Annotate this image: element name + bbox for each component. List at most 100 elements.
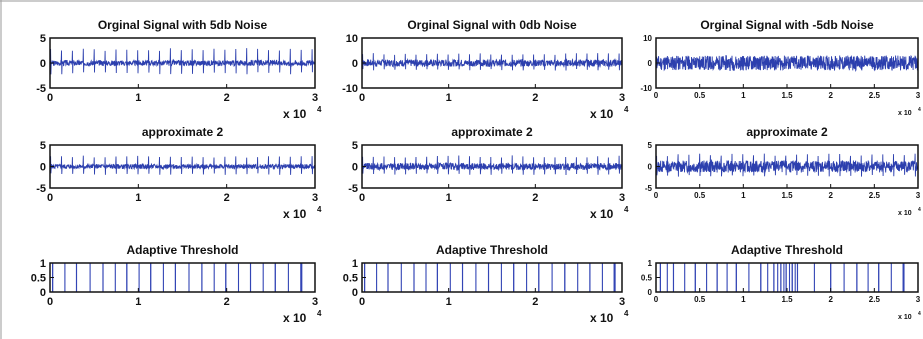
signal-line [49, 48, 316, 75]
y-tick-label: 0 [352, 287, 358, 299]
subplot-9: Adaptive Threshold 1 0.5 00 0.5 1 1.5 2 2.5 3 x 10… [641, 243, 921, 321]
x-multiplier-exponent: 4 [918, 207, 921, 213]
y-tick-label: -10 [342, 83, 358, 95]
x-tick-label: 2 [532, 192, 538, 204]
x-multiplier: x 10 [898, 314, 912, 321]
y-tick-label: -10 [640, 84, 652, 93]
x-tick-label: 1 [741, 91, 746, 100]
x-multiplier: x 10 [590, 207, 614, 221]
x-tick-label: 3 [916, 295, 921, 304]
x-tick-label: 1 [741, 191, 746, 200]
x-tick-label: 2 [828, 295, 833, 304]
x-tick-label: 0 [359, 296, 365, 308]
y-tick-label: 1 [648, 259, 653, 268]
x-tick-label: 2 [828, 191, 833, 200]
signal-line [361, 155, 623, 176]
y-tick-label: -5 [645, 184, 653, 193]
y-tick-label: 0 [40, 58, 46, 70]
x-multiplier-exponent: 4 [317, 309, 322, 318]
x-tick-label: 0 [47, 92, 53, 104]
y-tick-label: 0.5 [31, 272, 46, 284]
data-marks [655, 55, 919, 73]
x-tick-label: 3 [619, 296, 625, 308]
subplot-title: Orginal Signal with 5db Noise [98, 18, 268, 32]
x-multiplier-exponent: 4 [624, 309, 629, 318]
x-tick-label: 3 [312, 192, 318, 204]
signal-line [361, 53, 623, 71]
subplot-4: approximate 250-50 1 2 3x 10 4 [36, 125, 322, 221]
subplot-title: Adaptive Threshold [436, 243, 548, 257]
x-tick-label: 1.5 [781, 295, 793, 304]
data-marks [361, 53, 623, 71]
subplot-6: approximate 250-50 0.5 1 1.5 2 2.5 3x 10 4 [645, 125, 921, 217]
y-tick-label: 5 [40, 33, 46, 45]
subplot-title: Adaptive Threshold [126, 243, 238, 257]
x-multiplier: x 10 [283, 207, 307, 221]
x-tick-label: 2 [532, 296, 538, 308]
x-multiplier-exponent: 4 [317, 205, 322, 214]
y-tick-label: 5 [352, 140, 358, 152]
x-tick-label: 2 [224, 92, 230, 104]
x-tick-label: 0 [359, 92, 365, 104]
x-tick-label: 0.5 [694, 295, 706, 304]
y-tick-label: 5 [648, 141, 653, 150]
x-tick-label: 0 [654, 295, 659, 304]
data-marks [361, 155, 623, 176]
x-multiplier: x 10 [590, 311, 614, 325]
x-multiplier-exponent: 4 [317, 105, 322, 114]
data-marks [49, 48, 316, 75]
x-multiplier: x 10 [898, 210, 912, 217]
x-tick-label: 2 [224, 296, 230, 308]
y-tick-label: -5 [36, 183, 46, 195]
x-multiplier-exponent: 4 [918, 107, 921, 113]
y-tick-label: 10 [346, 33, 358, 45]
x-tick-label: 1.5 [781, 191, 793, 200]
y-tick-label: -5 [36, 83, 46, 95]
x-multiplier: x 10 [898, 110, 912, 117]
x-multiplier: x 10 [283, 107, 307, 121]
x-multiplier: x 10 [283, 311, 307, 325]
data-marks [362, 262, 622, 293]
y-tick-label: 10 [643, 34, 652, 43]
subplot-title: approximate 2 [746, 125, 828, 139]
x-tick-label: 3 [312, 92, 318, 104]
x-tick-label: 0 [654, 191, 659, 200]
x-tick-label: 0 [654, 91, 659, 100]
subplot-title: Adaptive Threshold [731, 243, 843, 257]
x-tick-label: 1 [135, 296, 141, 308]
x-tick-label: 0 [47, 296, 53, 308]
y-tick-label: 0.5 [343, 272, 358, 284]
y-tick-label: -5 [348, 183, 358, 195]
y-tick-label: 0 [352, 58, 358, 70]
x-tick-label: 2 [828, 91, 833, 100]
x-tick-label: 2.5 [869, 191, 881, 200]
subplot-title: Orginal Signal with 0db Noise [407, 18, 577, 32]
y-tick-label: 0 [40, 161, 46, 173]
y-tick-label: 0 [648, 162, 653, 171]
signal-line [655, 153, 919, 177]
threshold-pulse-line [362, 262, 622, 293]
x-tick-label: 1 [135, 192, 141, 204]
data-marks [656, 262, 918, 293]
signal-line [655, 55, 919, 73]
subplot-title: approximate 2 [142, 125, 224, 139]
y-tick-label: 0 [40, 287, 46, 299]
x-tick-label: 2 [224, 192, 230, 204]
y-tick-label: 0 [352, 161, 358, 173]
x-tick-label: 3 [619, 192, 625, 204]
x-tick-label: 3 [312, 296, 318, 308]
x-tick-label: 1 [446, 192, 452, 204]
x-tick-label: 1 [446, 296, 452, 308]
y-tick-label: 5 [40, 140, 46, 152]
x-tick-label: 3 [916, 191, 921, 200]
y-tick-label: 0 [648, 59, 653, 68]
x-multiplier-exponent: 4 [624, 205, 629, 214]
x-multiplier: x 10 [590, 107, 614, 121]
x-tick-label: 2.5 [869, 91, 881, 100]
